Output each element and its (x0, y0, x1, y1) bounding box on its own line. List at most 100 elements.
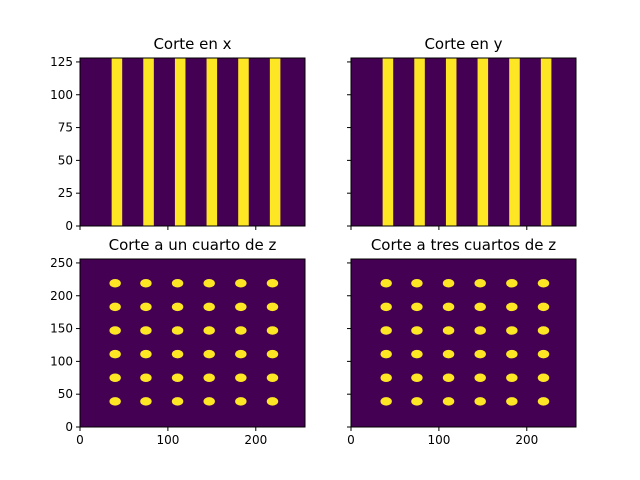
dot-r4-c6 (537, 326, 550, 335)
dot-r6-c4 (474, 279, 486, 288)
panel-title: Corte a tres cuartos de z (371, 236, 556, 254)
x-tick-label: 0 (347, 433, 355, 447)
y-tick-label: 50 (58, 387, 73, 401)
dot-r3-c1 (109, 349, 121, 359)
stripe-6 (269, 58, 281, 226)
y-tick-label: 50 (58, 153, 73, 167)
stripe-3 (445, 58, 457, 226)
y-tick-label: 100 (50, 88, 73, 102)
y-tick-label: 25 (58, 186, 73, 200)
panel-title: Corte a un cuarto de z (109, 236, 277, 254)
panel-corte-en-x: Corte en x 0 25 50 75 100 125 (50, 35, 306, 233)
panel-corte-tres-cuartos-z: Corte a tres cuartos de z 0 100 200 (347, 236, 577, 447)
dot-r3-c2 (411, 349, 423, 359)
dot-r1-c5 (235, 397, 247, 406)
dot-r3-c3 (442, 349, 455, 359)
dot-r3-c6 (266, 349, 279, 359)
dot-r5-c2 (411, 302, 423, 312)
stripe-1 (111, 58, 123, 226)
dot-r4-c4 (474, 326, 486, 335)
dot-r3-c6 (537, 349, 550, 359)
dot-r5-c2 (140, 302, 152, 312)
x-tick-label: 0 (76, 433, 84, 447)
dot-r5-c4 (203, 302, 215, 312)
stripe-3 (174, 58, 186, 226)
dot-r2-c2 (411, 373, 423, 383)
x-tick-label: 100 (156, 433, 179, 447)
dot-r5-c6 (537, 302, 550, 312)
dot-r5-c4 (474, 302, 486, 312)
y-tick-label: 125 (50, 55, 73, 69)
panel-title: Corte en y (424, 35, 502, 53)
stripe-4 (206, 58, 218, 226)
dot-r1-c6 (537, 397, 550, 406)
dot-r6-c5 (506, 279, 518, 288)
stripe-2 (143, 58, 154, 226)
x-tick-label: 200 (244, 433, 267, 447)
dot-r3-c4 (203, 349, 215, 359)
x-tick-label: 100 (427, 433, 450, 447)
dot-r2-c2 (140, 373, 152, 383)
stripe-2 (414, 58, 425, 226)
dot-r1-c2 (411, 397, 423, 406)
axes-frame (350, 57, 577, 227)
stripe-5 (509, 58, 520, 226)
dot-r4-c6 (266, 326, 279, 335)
dot-r6-c6 (266, 279, 279, 288)
stripe-4 (477, 58, 489, 226)
dot-r3-c3 (171, 349, 184, 359)
dot-r1-c6 (266, 397, 279, 406)
axes-frame (79, 57, 306, 227)
dot-r4-c2 (411, 326, 423, 335)
dot-r4-c2 (140, 326, 152, 335)
dot-r6-c3 (171, 279, 184, 288)
dot-r4-c5 (506, 326, 518, 335)
dot-r2-c6 (266, 373, 279, 383)
dot-r2-c5 (235, 373, 247, 383)
panel-corte-en-y: Corte en y (347, 35, 577, 230)
stripe-6 (540, 58, 552, 226)
dot-r6-c1 (380, 279, 392, 288)
dot-r5-c1 (109, 302, 121, 312)
dot-r1-c4 (203, 397, 215, 406)
x-tick-label: 200 (515, 433, 538, 447)
dot-r6-c3 (442, 279, 455, 288)
dot-r3-c2 (140, 349, 152, 359)
dot-r4-c5 (235, 326, 247, 335)
dot-r2-c5 (506, 373, 518, 383)
dot-r1-c1 (380, 397, 392, 406)
y-tick-label: 0 (65, 219, 73, 233)
dot-r5-c3 (442, 302, 455, 312)
dot-r5-c5 (235, 302, 247, 312)
dot-r2-c4 (474, 373, 486, 383)
dot-r1-c3 (442, 397, 455, 406)
dot-r3-c4 (474, 349, 486, 359)
dot-r5-c5 (506, 302, 518, 312)
axes-frame (79, 258, 306, 428)
dot-r4-c1 (380, 326, 392, 335)
dot-r2-c1 (109, 373, 121, 383)
dot-r2-c4 (203, 373, 215, 383)
dot-r4-c4 (203, 326, 215, 335)
dot-r5-c6 (266, 302, 279, 312)
dot-r6-c2 (411, 279, 423, 288)
dot-r4-c1 (109, 326, 121, 335)
dot-r6-c6 (537, 279, 550, 288)
panel-corte-un-cuarto-z: Corte a un cuarto de z 0 100 200 0 50 100 150 2… (50, 236, 306, 447)
dot-r1-c1 (109, 397, 121, 406)
y-tick-label: 150 (50, 322, 73, 336)
dot-r4-c3 (442, 326, 455, 335)
stripe-1 (382, 58, 394, 226)
dot-r5-c3 (171, 302, 184, 312)
dot-r2-c3 (171, 373, 184, 383)
dot-r6-c5 (235, 279, 247, 288)
y-tick-label: 100 (50, 354, 73, 368)
dot-r2-c6 (537, 373, 550, 383)
y-tick-label: 75 (58, 121, 73, 135)
dot-r1-c2 (140, 397, 152, 406)
dot-r3-c1 (380, 349, 392, 359)
dot-r4-c3 (171, 326, 184, 335)
y-tick-label: 0 (65, 420, 73, 434)
y-tick-label: 250 (50, 256, 73, 270)
